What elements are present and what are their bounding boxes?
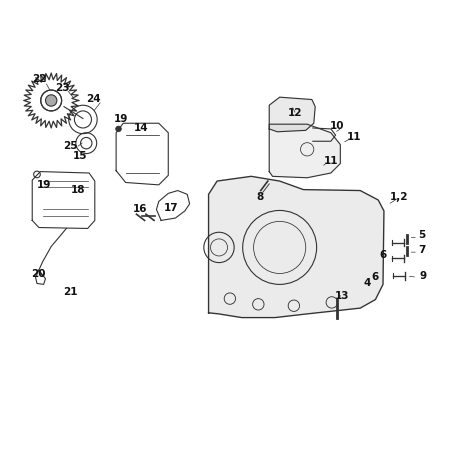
Text: 24: 24 [87,93,101,104]
Text: 19: 19 [114,114,128,125]
Text: 13: 13 [335,291,349,301]
Polygon shape [269,97,315,132]
Circle shape [116,126,121,132]
Text: 16: 16 [133,203,147,214]
Text: 8: 8 [256,191,264,202]
Text: 15: 15 [73,151,87,162]
Text: 18: 18 [71,184,85,195]
Text: 7: 7 [418,245,426,255]
Polygon shape [209,176,384,318]
Text: 1,2: 1,2 [390,191,409,202]
Text: 11: 11 [347,131,362,142]
Text: 17: 17 [164,202,178,213]
Text: 22: 22 [32,74,46,84]
Text: 5: 5 [418,229,426,240]
Text: 4: 4 [364,278,371,289]
Polygon shape [269,124,340,178]
Text: 11: 11 [324,156,338,166]
Text: 9: 9 [419,271,427,281]
Text: 20: 20 [31,269,45,279]
Text: 6: 6 [372,272,379,283]
Text: 6: 6 [379,250,387,260]
Text: 14: 14 [134,123,148,133]
Text: 23: 23 [55,82,70,93]
Circle shape [46,95,57,106]
Text: 21: 21 [63,286,77,297]
Text: 19: 19 [36,180,51,190]
Text: 12: 12 [288,108,302,118]
Text: 10: 10 [330,120,345,131]
Text: 25: 25 [63,141,77,151]
